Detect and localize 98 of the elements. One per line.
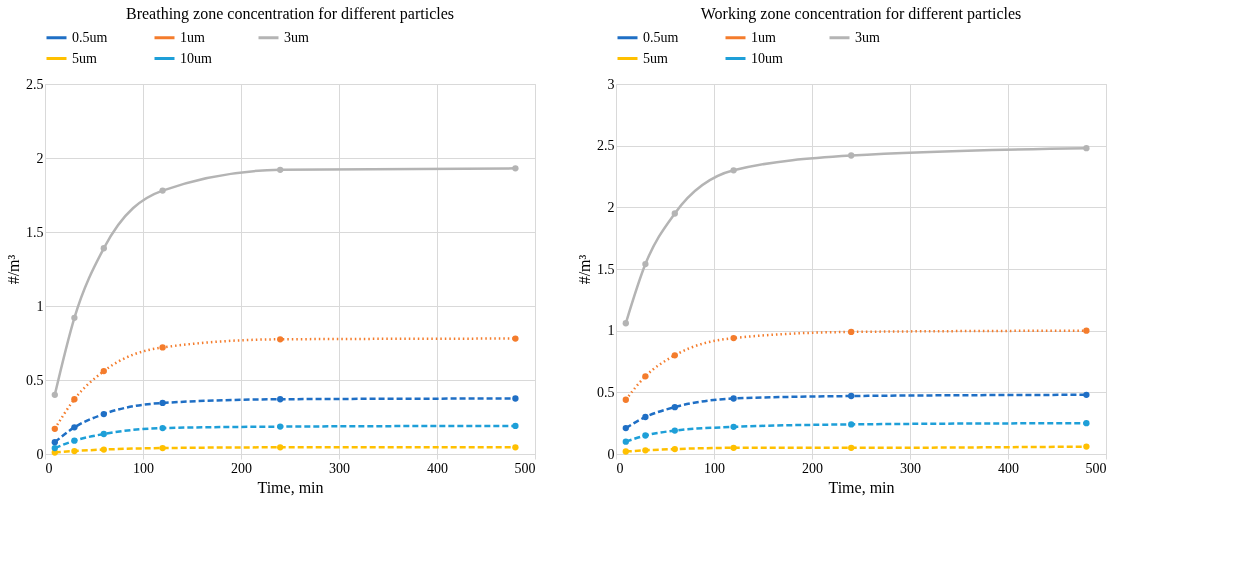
- point: [159, 424, 166, 432]
- point: [1083, 144, 1090, 152]
- legend-label: 0.5um: [643, 29, 679, 45]
- point: [71, 396, 78, 403]
- point: [642, 373, 649, 380]
- point: [622, 424, 629, 432]
- x-tick-label: 400: [998, 460, 1019, 476]
- legend-label: 10um: [180, 50, 212, 66]
- point: [277, 166, 284, 173]
- y-tick-label: 2.5: [26, 76, 44, 92]
- point: [277, 444, 284, 451]
- point: [671, 352, 678, 359]
- legend-label: 3um: [855, 29, 880, 45]
- y-tick-label: 2.5: [597, 138, 615, 154]
- y-tick-label: 0: [607, 446, 615, 462]
- point: [512, 165, 519, 172]
- point: [277, 336, 284, 343]
- legend-label: 0.5um: [72, 29, 108, 45]
- point: [1083, 420, 1090, 427]
- point: [671, 210, 678, 217]
- x-tick-label: 500: [1085, 460, 1107, 476]
- point: [730, 334, 737, 342]
- point: [1083, 327, 1090, 334]
- y-tick-label: 2: [607, 199, 615, 215]
- y-tick-label: 1: [36, 298, 44, 314]
- point: [159, 444, 166, 452]
- legend-label: 10um: [751, 50, 783, 66]
- point: [622, 438, 629, 445]
- point: [51, 425, 58, 432]
- point: [622, 396, 629, 403]
- point: [671, 445, 678, 453]
- x-tick-label: 200: [231, 460, 252, 476]
- point: [100, 245, 107, 252]
- point: [159, 344, 166, 351]
- point: [51, 444, 58, 452]
- point: [51, 391, 58, 398]
- y-tick-label: 1.5: [597, 261, 615, 277]
- point: [512, 444, 519, 451]
- point: [71, 447, 78, 455]
- point: [730, 167, 737, 174]
- point: [277, 423, 284, 430]
- legend-label: 5um: [643, 50, 668, 66]
- chart-title: Breathing zone concentration for different particles: [125, 5, 455, 23]
- point: [730, 423, 737, 431]
- y-tick-label: 2: [36, 150, 44, 166]
- x-tick-label: 300: [900, 460, 921, 476]
- y-tick-label: 3: [607, 76, 615, 92]
- point: [100, 367, 107, 375]
- point: [671, 427, 678, 434]
- y-tick-label: 0.5: [597, 384, 615, 400]
- legend-label: 1um: [751, 29, 776, 45]
- point: [848, 152, 855, 159]
- x-tick-label: 400: [427, 460, 448, 476]
- point: [512, 395, 519, 402]
- point: [642, 413, 649, 421]
- x-tick-label: 200: [802, 460, 823, 476]
- point: [51, 439, 58, 446]
- y-tick-label: 1.5: [26, 224, 44, 240]
- point: [71, 424, 78, 431]
- point: [100, 446, 107, 453]
- legend-label: 5um: [72, 50, 97, 66]
- y-axis-title: #/m³: [576, 254, 593, 285]
- point: [730, 444, 737, 451]
- point: [1083, 391, 1090, 398]
- point: [71, 437, 78, 444]
- x-tick-label: 100: [704, 460, 725, 476]
- legend-label: 1um: [180, 29, 205, 45]
- point: [848, 421, 855, 428]
- point: [512, 335, 519, 342]
- point: [277, 396, 284, 403]
- x-tick-label: 300: [329, 460, 350, 476]
- y-tick-label: 0: [36, 446, 44, 462]
- legend-label: 3um: [284, 29, 309, 45]
- chart-title: Working zone concentration for different particles: [700, 5, 1022, 23]
- point: [512, 422, 519, 430]
- point: [642, 432, 649, 439]
- point: [622, 320, 629, 327]
- x-axis-title: Time, min: [257, 478, 324, 496]
- y-tick-label: 0.5: [26, 372, 44, 388]
- point: [100, 430, 107, 438]
- point: [1083, 443, 1090, 450]
- point: [159, 187, 166, 194]
- y-tick-label: 1: [607, 323, 615, 339]
- point: [848, 444, 855, 451]
- point: [622, 448, 629, 455]
- x-axis-title: Time, min: [828, 478, 895, 496]
- point: [642, 447, 649, 454]
- point: [730, 395, 737, 402]
- x-tick-label: 100: [133, 460, 154, 476]
- point: [848, 328, 855, 336]
- point: [71, 314, 78, 321]
- point: [848, 392, 855, 400]
- point: [671, 403, 678, 411]
- point: [642, 260, 649, 268]
- point: [100, 410, 107, 418]
- x-tick-label: 500: [514, 460, 536, 476]
- point: [159, 399, 166, 407]
- y-axis-title: #/m³: [5, 254, 22, 285]
